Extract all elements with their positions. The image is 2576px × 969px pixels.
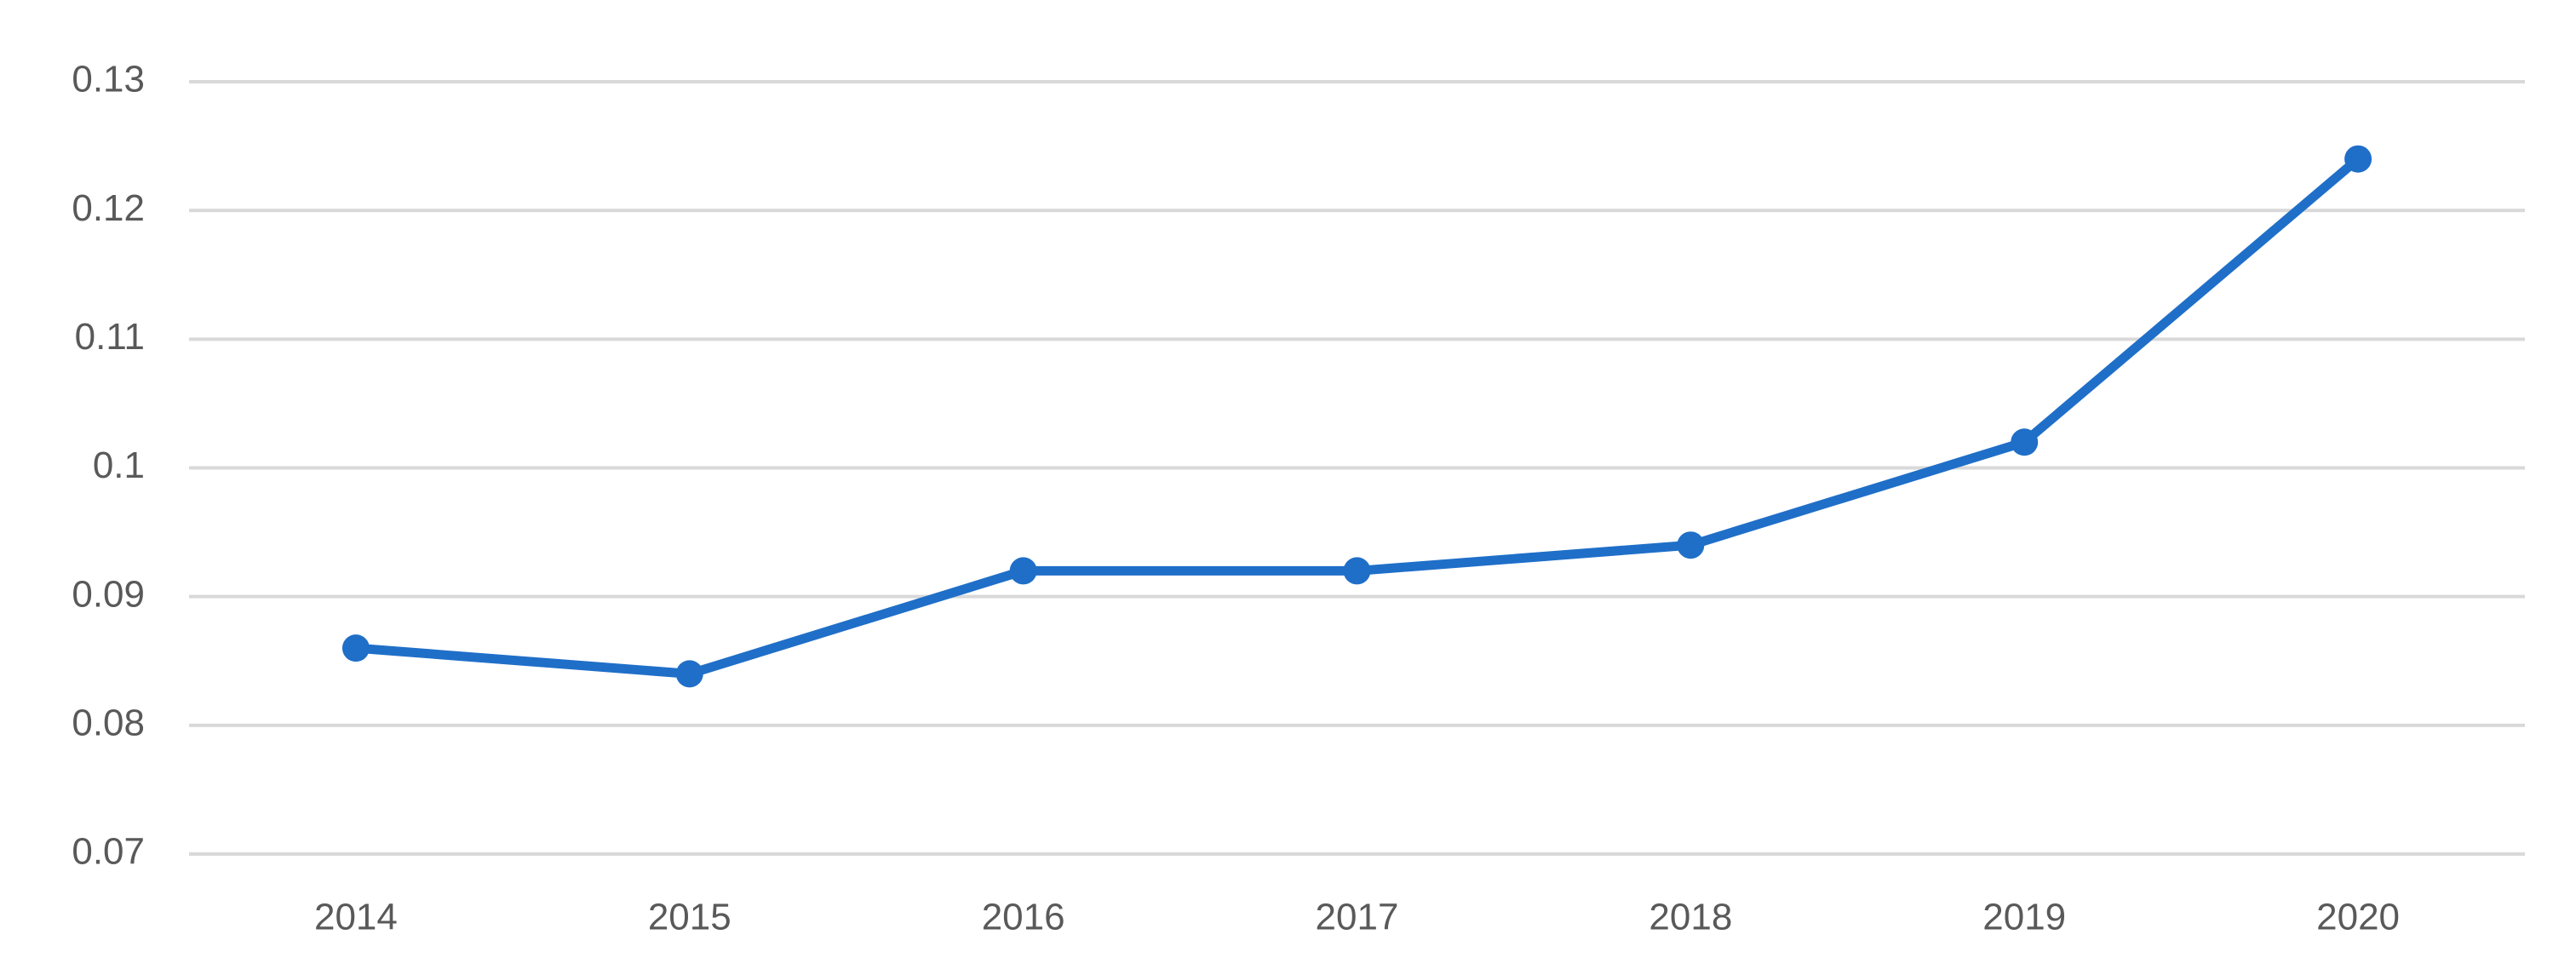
y-tick-label: 0.13 (72, 59, 145, 100)
y-tick-label: 0.09 (72, 573, 145, 615)
y-tick-label: 0.1 (93, 444, 145, 486)
x-tick-label: 2019 (1982, 897, 2066, 938)
y-tick-label: 0.08 (72, 702, 145, 743)
y-tick-label: 0.12 (72, 187, 145, 229)
data-point (675, 660, 703, 688)
data-point (2011, 428, 2039, 456)
x-tick-label: 2017 (1316, 897, 1399, 938)
data-point (1009, 557, 1037, 585)
x-tick-label: 2014 (314, 897, 398, 938)
data-point (1677, 531, 1705, 559)
data-point (341, 634, 370, 662)
y-tick-label: 0.07 (72, 831, 145, 873)
x-tick-label: 2018 (1649, 897, 1732, 938)
x-tick-label: 2015 (648, 897, 731, 938)
x-tick-label: 2020 (2316, 897, 2400, 938)
x-tick-label: 2016 (982, 897, 1065, 938)
y-tick-label: 0.11 (75, 316, 145, 358)
data-point (1343, 557, 1371, 585)
data-point (2344, 145, 2372, 173)
